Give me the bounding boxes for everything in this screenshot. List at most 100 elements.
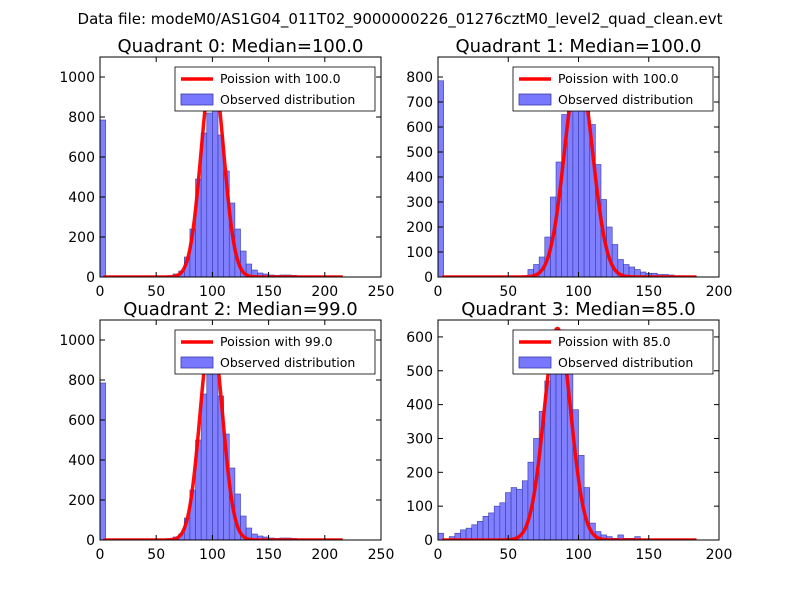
histogram-bar [488, 512, 495, 540]
histogram-bar [212, 369, 219, 540]
legend-line-label: Poission with 100.0 [558, 71, 679, 86]
histogram-bar [617, 534, 624, 540]
x-tick-label: 0 [96, 284, 105, 300]
y-tick-label: 800 [406, 70, 433, 86]
legend-line-label: Poission with 100.0 [220, 71, 341, 86]
x-tick-label: 100 [199, 284, 226, 300]
x-tick-label: 200 [706, 284, 733, 300]
x-tick-label: 150 [635, 547, 662, 563]
histogram-bar [510, 487, 517, 540]
y-tick-label: 600 [406, 330, 433, 346]
histogram-bar [438, 80, 444, 277]
histogram-bar [477, 521, 484, 540]
poisson-curve [103, 330, 343, 540]
x-tick-label: 0 [434, 547, 443, 563]
y-tick-label: 800 [68, 373, 95, 389]
histogram-bar [100, 119, 106, 277]
y-tick-label: 400 [406, 398, 433, 414]
legend: Poission with 99.0 Observed distribution [174, 329, 376, 375]
y-tick-label: 700 [406, 95, 433, 111]
x-tick-label: 100 [565, 547, 592, 563]
x-tick-label: 100 [565, 284, 592, 300]
x-tick-label: 200 [311, 547, 338, 563]
quadrant-2-panel: 0 50 100 150 200 250 0 200 400 600 800 1000 Quadrant… [59, 299, 394, 563]
y-tick-label: 600 [68, 150, 95, 166]
legend-bar-swatch [180, 93, 214, 106]
histogram-bar [438, 532, 444, 540]
y-tick-label: 400 [68, 453, 95, 469]
x-tick-label: 100 [199, 547, 226, 563]
legend-line-label: Poission with 99.0 [220, 334, 333, 349]
histogram-bar [471, 524, 478, 540]
y-tick-label: 0 [86, 533, 95, 549]
x-tick-label: 50 [147, 547, 165, 563]
y-tick-label: 200 [68, 493, 95, 509]
panels-group: 0 50 100 150 200 25002004006008001000Quadrant… [59, 36, 732, 563]
x-tick-label: 150 [635, 284, 662, 300]
legend-bar-swatch [518, 356, 552, 369]
x-tick-label: 0 [96, 547, 105, 563]
y-tick-label: 200 [68, 230, 95, 246]
poisson-curve [103, 67, 343, 277]
x-tick-label: 150 [255, 284, 282, 300]
y-tick-label: 1000 [59, 70, 95, 86]
histogram-bar [493, 505, 501, 540]
legend-bar-label: Observed distribution [558, 355, 693, 370]
histogram-bar [206, 112, 213, 277]
y-tick-label: 500 [406, 145, 433, 161]
histogram-bar [206, 373, 213, 540]
x-tick-label: 200 [706, 547, 733, 563]
y-tick-label: 0 [424, 533, 433, 549]
panel-title: Quadrant 2: Median=99.0 [123, 299, 358, 320]
x-tick-label: 50 [499, 547, 517, 563]
y-tick-label: 200 [406, 220, 433, 236]
quadrant-0-panel: 0 50 100 150 200 250 0 200 400 600 800 1000 Quadrant… [59, 36, 394, 300]
x-tick-label: 250 [368, 284, 395, 300]
histogram-bar [100, 382, 106, 540]
quadrant-3-plot-area [438, 326, 697, 540]
quadrant-2-plot-area [100, 330, 343, 540]
panel-title: Quadrant 3: Median=85.0 [461, 299, 696, 320]
quadrant-1-panel: 0 50 100 150 200 0 100 200 300 400 500 600 700 800 Qua… [406, 36, 732, 300]
histogram-bar [465, 527, 473, 540]
panel-title: Quadrant 1: Median=100.0 [456, 36, 702, 57]
x-tick-label: 250 [368, 547, 395, 563]
x-tick-label: 150 [255, 547, 282, 563]
y-tick-label: 1000 [59, 333, 95, 349]
legend: Poission with 100.0 Observed distribution [174, 66, 376, 112]
legend-line-label: Poission with 85.0 [558, 334, 671, 349]
x-tick-label: 200 [311, 284, 338, 300]
y-tick-label: 200 [406, 465, 433, 481]
plot-frame [99, 319, 382, 541]
quadrant-0-plot-area [100, 67, 343, 277]
histogram-bar [550, 353, 557, 540]
y-tick-label: 300 [406, 195, 433, 211]
histogram-bar [200, 393, 208, 540]
plot-frame [99, 56, 382, 278]
y-tick-label: 0 [424, 270, 433, 286]
y-tick-label: 600 [68, 413, 95, 429]
x-tick-label: 50 [499, 284, 517, 300]
histogram-bar [578, 84, 585, 277]
y-tick-label: 0 [86, 270, 95, 286]
legend-bar-label: Observed distribution [220, 92, 355, 107]
x-tick-label: 50 [147, 284, 165, 300]
histogram-bar [505, 492, 512, 540]
histogram-bar [482, 516, 489, 540]
y-tick-label: 400 [68, 190, 95, 206]
panel-title: Quadrant 0: Median=100.0 [118, 36, 364, 57]
y-tick-label: 600 [406, 120, 433, 136]
y-tick-label: 300 [406, 431, 433, 447]
poisson-curve [442, 326, 697, 540]
y-tick-label: 800 [68, 110, 95, 126]
y-tick-label: 100 [406, 499, 433, 515]
legend-bar-label: Observed distribution [220, 355, 355, 370]
y-tick-label: 400 [406, 170, 433, 186]
quadrant-3-panel: 0 50 100 150 200 0 100 200 300 400 500 600 Quadrant … [406, 299, 732, 563]
figure-suptitle: Data file: modeM0/AS1G04_011T02_90000002… [78, 10, 723, 29]
legend: Poission with 100.0 Observed distribution [512, 66, 714, 112]
y-tick-label: 500 [406, 364, 433, 380]
histogram-bar [212, 108, 219, 277]
legend-bar-swatch [518, 93, 552, 106]
legend-bar-label: Observed distribution [558, 92, 693, 107]
